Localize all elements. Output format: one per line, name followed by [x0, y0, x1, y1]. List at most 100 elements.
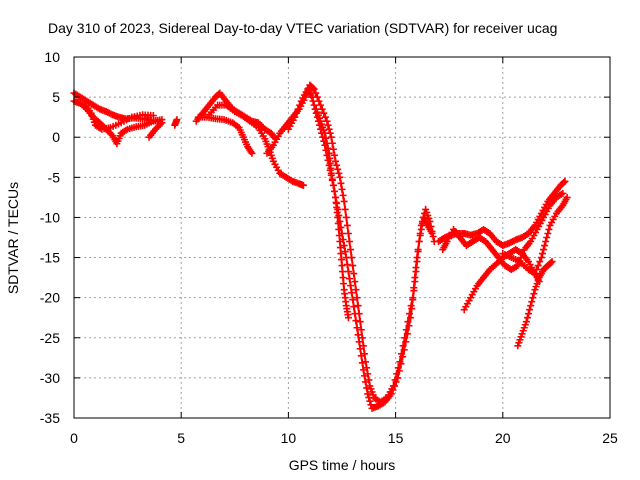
data-point [339, 274, 347, 282]
y-tick-label: -15 [40, 250, 60, 266]
data-point [544, 229, 552, 237]
data-point [561, 177, 569, 185]
data-point [294, 105, 302, 113]
x-tick-labels: 0 5 10 15 20 25 [70, 430, 618, 446]
data-point [356, 345, 364, 353]
data-point [411, 278, 419, 286]
data-point [317, 101, 325, 109]
data-point [540, 246, 548, 254]
data-point [362, 358, 370, 366]
data-point [397, 360, 405, 368]
data-point [332, 157, 340, 165]
y-tick-labels: -35 -30 -25 -20 -15 -10 -5 0 5 10 [40, 49, 60, 426]
y-tick-label: 10 [44, 49, 60, 65]
data-point [322, 134, 330, 142]
data-point [366, 397, 374, 405]
data-point [402, 338, 410, 346]
data-point [547, 259, 555, 267]
data-point [350, 270, 358, 278]
data-point [309, 84, 317, 92]
y-tick-label: -25 [40, 330, 60, 346]
data-point [340, 197, 348, 205]
data-point [323, 139, 331, 147]
data-point [413, 258, 421, 266]
series-arc-4 [145, 119, 166, 141]
data-point [339, 191, 347, 199]
data-point [158, 119, 166, 127]
data-point [315, 97, 323, 105]
data-point [335, 169, 343, 177]
data-point [347, 246, 355, 254]
data-point [173, 116, 181, 124]
data-point [530, 290, 538, 298]
data-point [349, 262, 357, 270]
data-point [318, 105, 326, 113]
data-point [337, 179, 345, 187]
data-point [542, 238, 550, 246]
data-point [362, 378, 370, 386]
data-point [526, 306, 534, 314]
data-point [339, 268, 347, 276]
data-point [338, 262, 346, 270]
data-point [358, 359, 366, 367]
data-point [415, 238, 423, 246]
data-point [328, 175, 336, 183]
x-axis-label: GPS time / hours [289, 457, 396, 473]
data-point [529, 294, 537, 302]
data-point [342, 254, 350, 262]
data-point [329, 181, 337, 189]
data-point [417, 225, 425, 233]
data-point [352, 317, 360, 325]
series-arc-15 [514, 258, 556, 350]
data-point [353, 324, 361, 332]
data-point [340, 242, 348, 250]
data-point [343, 261, 351, 269]
axis-ticks [73, 56, 611, 419]
data-point [359, 366, 367, 374]
data-point [333, 161, 341, 169]
series-arc-16 [499, 193, 571, 278]
data-point [343, 221, 351, 229]
data-point [357, 352, 365, 360]
data-point [531, 270, 539, 278]
series-arc-8 [205, 101, 307, 189]
data-point [428, 229, 436, 237]
data-point [559, 189, 567, 197]
data-point [334, 165, 342, 173]
data-point [351, 278, 359, 286]
data-point [400, 346, 408, 354]
data-point [350, 303, 358, 311]
data-point [351, 310, 359, 318]
data-point [336, 173, 344, 181]
data-point [365, 394, 373, 402]
data-point [536, 258, 544, 266]
data-point [344, 314, 352, 322]
data-point [330, 187, 338, 195]
data-point [337, 256, 345, 264]
data-point [409, 296, 417, 304]
data-point [541, 242, 549, 250]
data-point [361, 372, 369, 380]
data-point [321, 113, 329, 121]
series-arc-5 [171, 116, 181, 129]
data-point [356, 318, 364, 326]
x-tick-label: 5 [177, 430, 185, 446]
data-point [325, 125, 333, 133]
data-point [349, 296, 357, 304]
data-point [387, 390, 395, 398]
data-point [248, 149, 256, 157]
data-point [357, 326, 365, 334]
data-point [355, 338, 363, 346]
data-point [545, 225, 553, 233]
data-point [344, 268, 352, 276]
data-point [399, 353, 407, 361]
data-point [522, 318, 530, 326]
data-point [334, 219, 342, 227]
data-point [312, 89, 320, 97]
y-axis-label: SDTVAR / TECUs [5, 182, 21, 294]
series-arc-3 [81, 100, 157, 133]
data-point [353, 294, 361, 302]
data-point [543, 234, 551, 241]
data-point [321, 129, 329, 137]
